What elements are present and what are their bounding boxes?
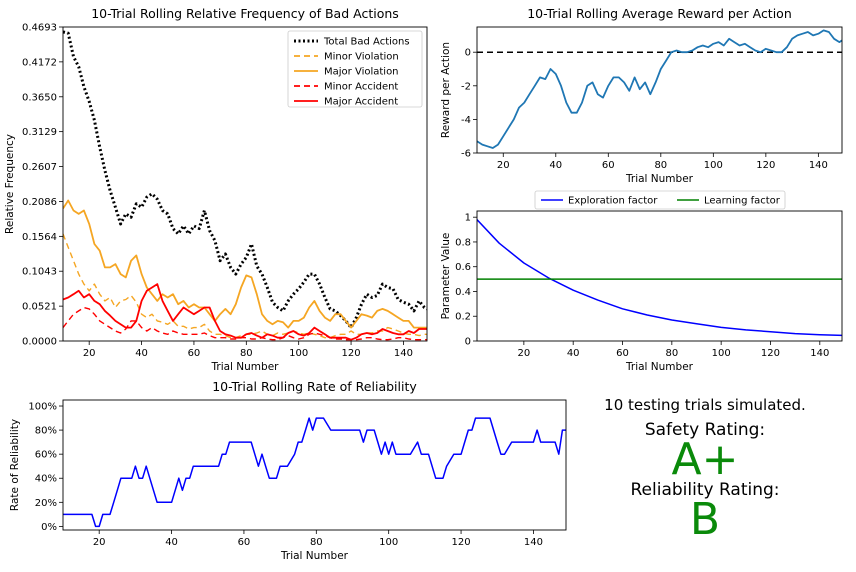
- rating-summary: 10 testing trials simulated. Safety Rati…: [590, 396, 820, 545]
- bad-xtick-label-0: 20: [83, 348, 96, 359]
- bad-legend-box: [287, 30, 423, 108]
- params-ytick-label-0: 0: [465, 337, 471, 348]
- bad-ylabel: Relative Frequency: [4, 134, 16, 234]
- reward-xtick-label-6: 140: [809, 160, 828, 171]
- rel-ylabel: Rate of Reliability: [9, 419, 21, 511]
- params-chart: [473, 190, 843, 345]
- bad-ytick-label-9: 0.4693: [22, 23, 57, 34]
- bad-legend-label-1: Minor Violation: [324, 52, 399, 63]
- reward-xtick-label-4: 100: [704, 160, 723, 171]
- bad-legend-label-0: Total Bad Actions: [323, 37, 410, 48]
- bad-series-4-line: [63, 283, 427, 341]
- rel-xtick-label-5: 120: [452, 537, 471, 548]
- bad-xtick-label-1: 40: [135, 348, 148, 359]
- rel-xtick-label-4: 100: [379, 537, 398, 548]
- params-xtick-label-5: 120: [761, 348, 780, 359]
- bad-ytick-label-8: 0.4172: [22, 57, 57, 68]
- params-xtick-label-3: 80: [665, 348, 678, 359]
- rel-xtick-label-3: 80: [310, 537, 323, 548]
- safety-rating-label: Safety Rating:: [644, 420, 766, 440]
- rel-xtick-label-6: 140: [524, 537, 543, 548]
- params-xtick-label-1: 40: [567, 348, 580, 359]
- reward-ytick-label-1: -4: [461, 115, 471, 126]
- rel-xlabel: Trial Number: [280, 550, 349, 562]
- reward-xtick-label-3: 80: [654, 160, 667, 171]
- bad-series-0-line: [63, 30, 427, 330]
- bad-xtick-label-6: 140: [394, 348, 413, 359]
- bad-ytick-label-4: 0.2086: [22, 197, 57, 208]
- reward-axes-frame: [476, 26, 843, 154]
- bad-ytick-label-6: 0.3129: [22, 127, 57, 138]
- params-legend-label-1: Learning factor: [704, 196, 781, 207]
- bad-legend-label-4: Major Accident: [324, 97, 398, 108]
- rel-title: 10-Trial Rolling Rate of Reliability: [212, 379, 417, 394]
- bad-ytick-label-3: 0.1564: [22, 232, 57, 243]
- reward-series-0-line: [477, 29, 842, 149]
- params-xtick-label-6: 140: [810, 348, 829, 359]
- reward-ytick-label-2: -2: [461, 81, 471, 92]
- bad-ytick-label-1: 0.0521: [22, 302, 57, 313]
- params-legend-box: [534, 190, 786, 210]
- bad-series-3-line: [63, 306, 427, 341]
- reward-ytick-label-3: 0: [465, 48, 471, 59]
- bad-series-2-line: [63, 199, 427, 329]
- reward-title: 10-Trial Rolling Average Reward per Acti…: [527, 6, 792, 21]
- params-ytick-label-1: 0.2: [455, 312, 471, 323]
- rel-axes-frame: [62, 399, 567, 531]
- bad-xtick-label-3: 80: [240, 348, 253, 359]
- reliability-rating-label: Reliability Rating:: [630, 480, 780, 500]
- bad-xtick-label-5: 120: [342, 348, 361, 359]
- bad-title: 10-Trial Rolling Relative Frequency of B…: [91, 6, 399, 21]
- rel-chart: [59, 399, 567, 534]
- rel-ytick-label-4: 80%: [35, 426, 57, 437]
- rel-ytick-label-5: 100%: [28, 402, 57, 413]
- bad-xtick-label-4: 100: [289, 348, 308, 359]
- reward-xtick-label-2: 60: [602, 160, 615, 171]
- reliability-rating-grade: B: [689, 494, 721, 545]
- params-xtick-label-2: 60: [616, 348, 629, 359]
- bad-xlabel: Trial Number: [211, 361, 280, 373]
- bad-legend-label-2: Major Violation: [324, 67, 399, 78]
- bad-ytick-label-0: 0.0000: [22, 337, 57, 348]
- reward-ytick-label-0: -6: [461, 149, 471, 160]
- params-xtick-label-4: 100: [712, 348, 731, 359]
- reward-xtick-label-5: 120: [756, 160, 775, 171]
- params-ytick-label-3: 0.6: [455, 262, 471, 273]
- rel-ytick-label-0: 0%: [41, 522, 57, 533]
- rel-series-0-line: [63, 417, 566, 528]
- reward-xtick-label-1: 40: [549, 160, 562, 171]
- bad-ytick-label-5: 0.2607: [22, 162, 57, 173]
- bad-ytick-label-7: 0.3650: [22, 92, 57, 103]
- rel-ytick-label-3: 60%: [35, 450, 57, 461]
- params-ytick-label-5: 1: [465, 213, 471, 224]
- bad-chart: [59, 26, 428, 345]
- bad-axes-frame: [62, 26, 428, 342]
- reward-xtick-label-0: 20: [497, 160, 510, 171]
- bad-xtick-label-2: 60: [188, 348, 201, 359]
- reward-xlabel: Trial Number: [625, 173, 694, 185]
- reward-chart: [473, 26, 843, 157]
- rel-xtick-label-2: 60: [238, 537, 251, 548]
- params-series-0-line: [477, 219, 842, 337]
- params-xlabel: Trial Number: [625, 361, 694, 373]
- safety-rating-grade: A+: [671, 434, 739, 485]
- params-axes-frame: [476, 210, 843, 342]
- params-legend-label-0: Exploration factor: [568, 196, 658, 207]
- rel-xtick-label-0: 20: [93, 537, 106, 548]
- params-xtick-label-0: 20: [517, 348, 530, 359]
- params-ytick-label-2: 0.4: [455, 287, 471, 298]
- trials-simulated-text: 10 testing trials simulated.: [604, 396, 806, 414]
- rel-ytick-label-1: 20%: [35, 498, 57, 509]
- bad-ytick-label-2: 0.1043: [22, 267, 57, 278]
- params-ylabel: Parameter Value: [440, 233, 452, 320]
- bad-legend-label-3: Minor Accident: [324, 82, 398, 93]
- rel-xtick-label-1: 40: [165, 537, 178, 548]
- params-ytick-label-4: 0.8: [455, 237, 471, 248]
- rel-ytick-label-2: 40%: [35, 474, 57, 485]
- reward-ylabel: Reward per Action: [440, 42, 452, 138]
